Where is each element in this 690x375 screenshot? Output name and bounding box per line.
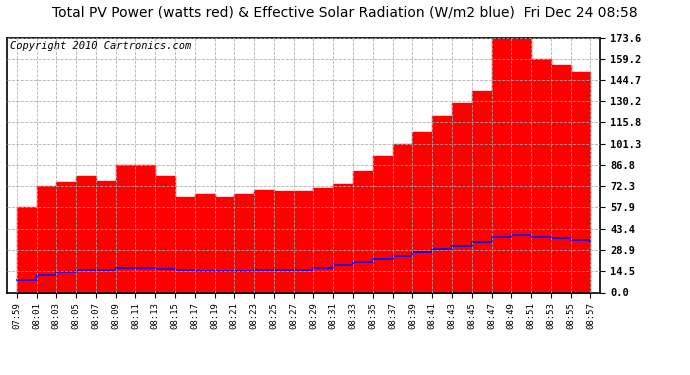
Text: Total PV Power (watts red) & Effective Solar Radiation (W/m2 blue)  Fri Dec 24 0: Total PV Power (watts red) & Effective S…: [52, 6, 638, 20]
Text: Copyright 2010 Cartronics.com: Copyright 2010 Cartronics.com: [10, 41, 191, 51]
